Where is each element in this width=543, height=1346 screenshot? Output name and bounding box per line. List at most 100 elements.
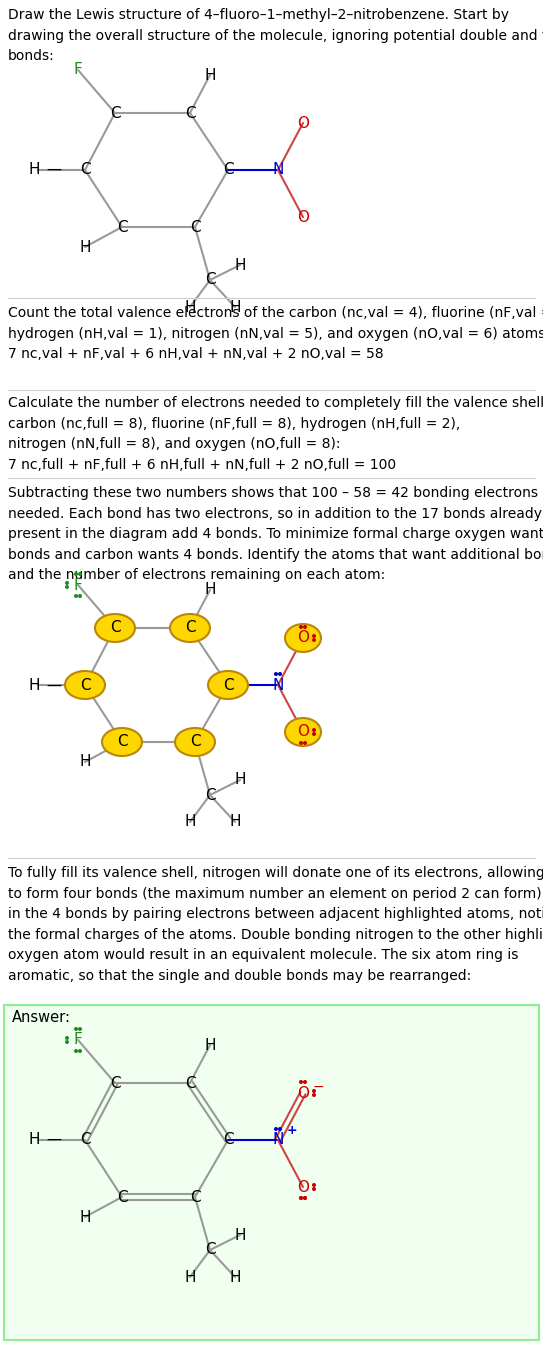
Text: H: H	[28, 163, 40, 178]
Circle shape	[300, 626, 302, 629]
Circle shape	[313, 635, 315, 637]
Text: O: O	[297, 116, 309, 131]
Text: C: C	[110, 1075, 121, 1090]
Circle shape	[304, 1197, 306, 1199]
Circle shape	[66, 1040, 68, 1043]
Text: H: H	[79, 240, 91, 254]
Ellipse shape	[102, 728, 142, 756]
Circle shape	[75, 1028, 77, 1030]
Text: H: H	[184, 1269, 195, 1284]
Text: N: N	[272, 677, 283, 692]
Text: N: N	[272, 1132, 283, 1148]
Text: Subtracting these two numbers shows that 100 – 58 = 42 bonding electrons are
nee: Subtracting these two numbers shows that…	[8, 486, 543, 583]
Circle shape	[313, 639, 315, 641]
Text: O: O	[297, 630, 309, 646]
Text: C: C	[117, 219, 127, 234]
Text: H: H	[234, 773, 246, 787]
Text: C: C	[223, 1132, 233, 1148]
Text: C: C	[80, 1132, 90, 1148]
Text: C: C	[190, 219, 200, 234]
Text: H: H	[229, 1269, 241, 1284]
Text: H: H	[79, 755, 91, 770]
Text: O: O	[297, 1085, 309, 1101]
Text: C: C	[185, 1075, 195, 1090]
Circle shape	[279, 673, 281, 676]
Text: O: O	[297, 1179, 309, 1194]
Text: H: H	[204, 1038, 216, 1053]
Circle shape	[275, 673, 277, 676]
Ellipse shape	[95, 614, 135, 642]
Text: C: C	[223, 677, 233, 692]
Circle shape	[66, 1036, 68, 1039]
Text: C: C	[80, 163, 90, 178]
Text: Draw the Lewis structure of 4–fluoro–1–methyl–2–nitrobenzene. Start by
drawing t: Draw the Lewis structure of 4–fluoro–1–m…	[8, 8, 543, 63]
Circle shape	[313, 1187, 315, 1190]
Text: C: C	[205, 787, 216, 802]
Text: C: C	[190, 1190, 200, 1205]
Circle shape	[79, 595, 81, 598]
Circle shape	[66, 581, 68, 584]
Text: N: N	[272, 163, 283, 178]
Text: H: H	[79, 1210, 91, 1225]
Text: C: C	[185, 621, 195, 635]
Circle shape	[79, 572, 81, 575]
Text: —: —	[42, 677, 62, 692]
Text: F: F	[74, 577, 83, 592]
Text: Calculate the number of electrons needed to completely fill the valence shells f: Calculate the number of electrons needed…	[8, 396, 543, 472]
Circle shape	[279, 1128, 281, 1131]
Ellipse shape	[208, 672, 248, 699]
Ellipse shape	[65, 672, 105, 699]
Text: C: C	[117, 1190, 127, 1205]
Text: F: F	[74, 1032, 83, 1047]
Circle shape	[304, 1081, 306, 1084]
Circle shape	[304, 742, 306, 744]
Circle shape	[313, 1094, 315, 1096]
Circle shape	[304, 1197, 306, 1199]
Text: C: C	[205, 272, 216, 288]
Text: C: C	[185, 105, 195, 121]
Circle shape	[313, 732, 315, 735]
Text: +: +	[287, 1124, 298, 1137]
Circle shape	[304, 626, 306, 629]
Circle shape	[313, 728, 315, 731]
Text: −: −	[313, 1079, 325, 1094]
Circle shape	[79, 1028, 81, 1030]
Text: O: O	[297, 724, 309, 739]
Ellipse shape	[175, 728, 215, 756]
Text: H: H	[234, 257, 246, 272]
Text: C: C	[223, 163, 233, 178]
Text: H: H	[28, 677, 40, 692]
Text: Count the total valence electrons of the carbon (nc,val = 4), fluorine (nF,val =: Count the total valence electrons of the…	[8, 306, 543, 361]
Text: C: C	[110, 621, 121, 635]
Circle shape	[313, 1183, 315, 1186]
Circle shape	[300, 1197, 302, 1199]
Text: H: H	[204, 583, 216, 598]
FancyBboxPatch shape	[4, 1005, 539, 1341]
Text: C: C	[117, 735, 127, 750]
Text: C: C	[205, 1242, 216, 1257]
Text: H: H	[184, 814, 195, 829]
Circle shape	[313, 1090, 315, 1093]
Text: H: H	[234, 1228, 246, 1242]
Ellipse shape	[285, 717, 321, 746]
Text: Answer:: Answer:	[12, 1010, 71, 1026]
Circle shape	[75, 1050, 77, 1053]
Text: O: O	[297, 210, 309, 225]
Circle shape	[79, 1050, 81, 1053]
Text: H: H	[28, 1132, 40, 1148]
Text: H: H	[229, 814, 241, 829]
Text: H: H	[204, 67, 216, 82]
Circle shape	[66, 586, 68, 588]
Circle shape	[300, 742, 302, 744]
Text: To fully fill its valence shell, nitrogen will donate one of its electrons, allo: To fully fill its valence shell, nitroge…	[8, 865, 543, 983]
Text: F: F	[74, 62, 83, 78]
Text: —: —	[42, 163, 62, 178]
Text: C: C	[80, 677, 90, 692]
Circle shape	[275, 1128, 277, 1131]
Ellipse shape	[170, 614, 210, 642]
Text: —: —	[42, 1132, 62, 1148]
Ellipse shape	[285, 625, 321, 651]
Circle shape	[300, 1081, 302, 1084]
Text: C: C	[190, 735, 200, 750]
Circle shape	[300, 1197, 302, 1199]
